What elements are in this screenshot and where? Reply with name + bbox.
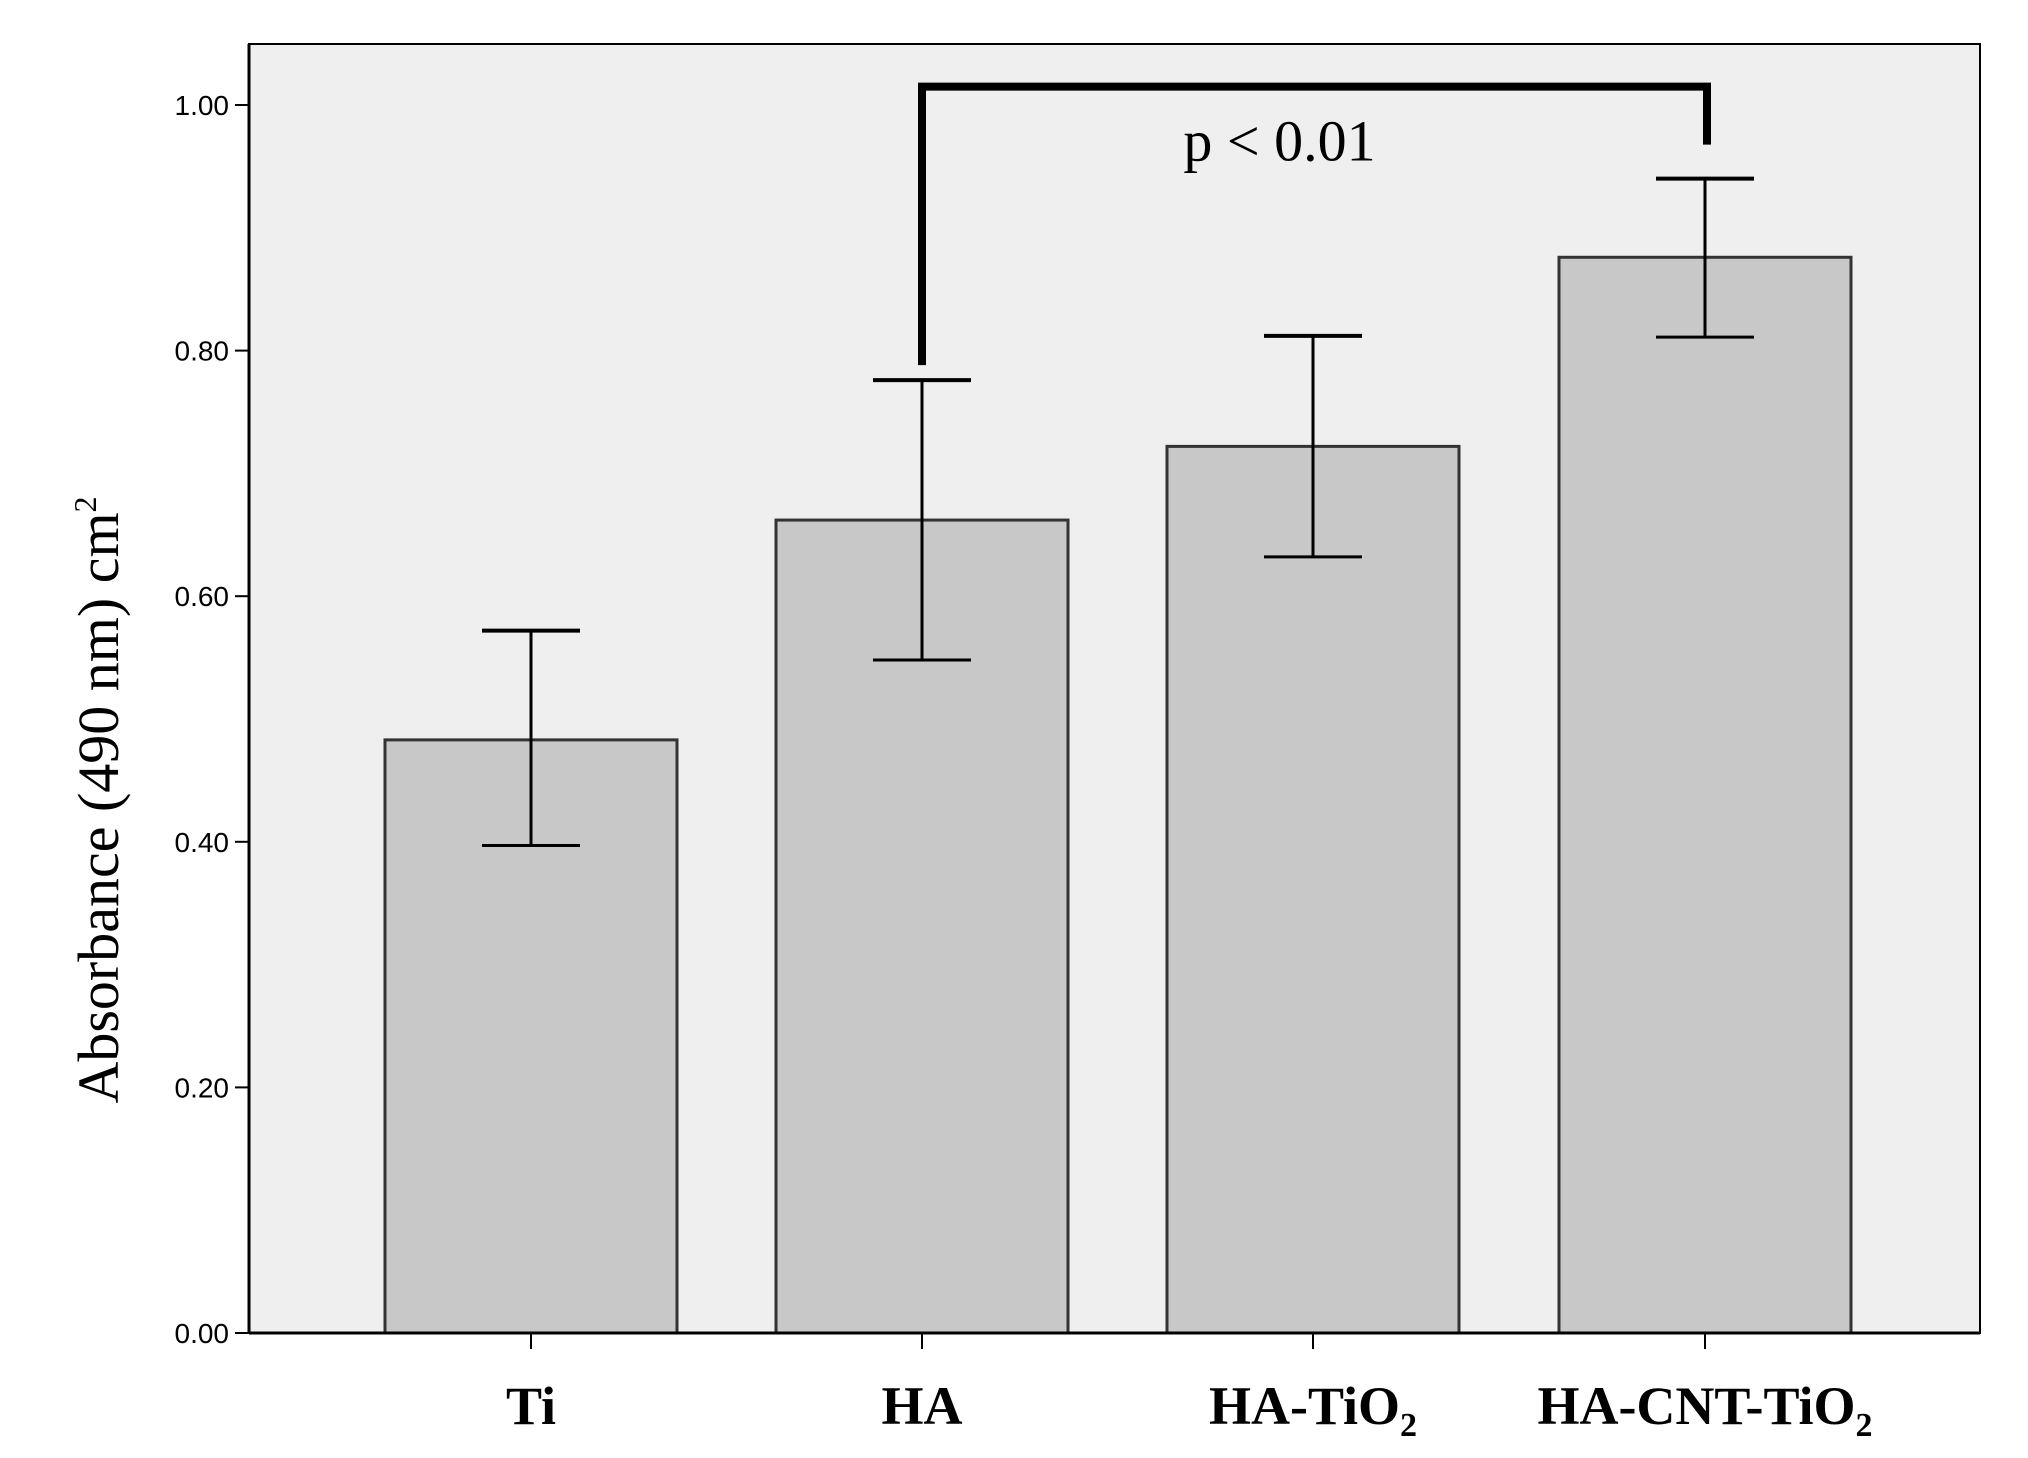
error-bars-group <box>482 176 1754 847</box>
x-tick-label: HA-TiO2 <box>1209 1376 1417 1444</box>
x-axis: Ti HA HA-TiO2 HA-CNT-TiO2 <box>249 1331 1980 1444</box>
y-tick-label: 0.60 <box>175 581 230 612</box>
significance-bracket-line <box>918 82 1711 366</box>
x-tick-label: HA <box>882 1376 963 1436</box>
y-tick-label: 0.20 <box>175 1072 230 1103</box>
bar-3 <box>1557 255 1853 1335</box>
x-tick-label: HA-CNT-TiO2 <box>1537 1376 1872 1444</box>
significance-bracket <box>918 82 1711 366</box>
y-axis: 0.00 0.20 0.40 0.60 0.80 1.00 <box>175 44 251 1349</box>
y-tick-label: 0.00 <box>175 1318 230 1349</box>
bar-2 <box>1165 444 1461 1335</box>
y-axis-label: Absorbance (490 nm) cm2 <box>66 496 131 1103</box>
significance-annotation: p < 0.01 <box>1183 108 1375 173</box>
y-tick-label: 1.00 <box>175 90 230 121</box>
x-tick-label: Ti <box>506 1376 556 1436</box>
y-tick-label: 0.40 <box>175 827 230 858</box>
y-tick-label: 0.80 <box>175 336 230 367</box>
